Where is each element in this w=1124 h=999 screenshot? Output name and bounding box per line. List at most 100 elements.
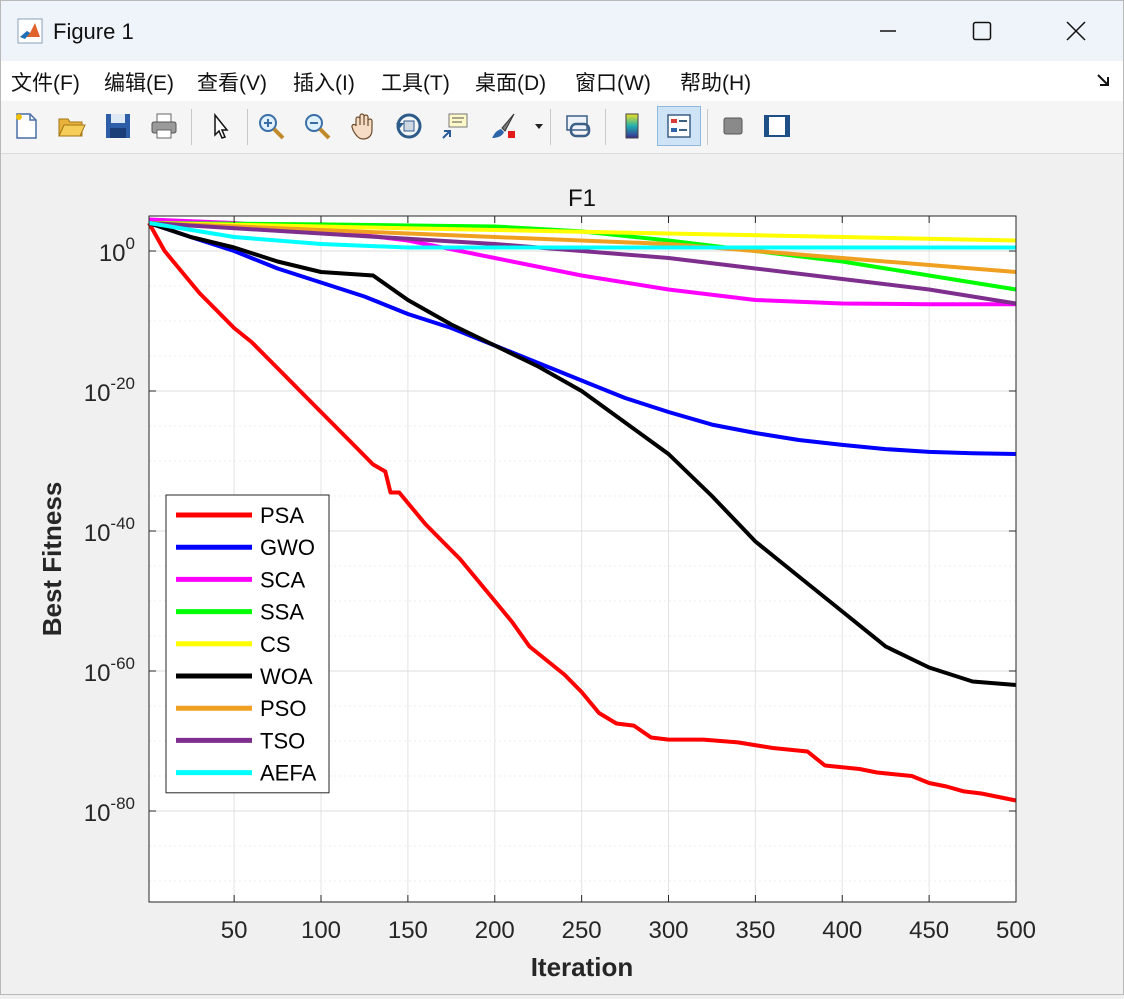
insert-colorbar-button[interactable]: [614, 108, 650, 144]
brush-button[interactable]: [485, 108, 521, 144]
x-tick-label: 300: [648, 917, 688, 944]
data-cursor-icon: [442, 113, 468, 139]
zoom-in-button[interactable]: [253, 108, 289, 144]
new-figure-button[interactable]: [8, 108, 44, 144]
show-plot-tools-button[interactable]: [759, 108, 795, 144]
print-button[interactable]: [146, 108, 182, 144]
colorbar-icon: [625, 113, 639, 139]
toolbar-separator: [605, 109, 606, 145]
legend-label: GWO: [260, 535, 315, 560]
legend-label: PSO: [260, 696, 306, 721]
save-button[interactable]: [100, 108, 136, 144]
legend[interactable]: PSA GWO SCA SSA CS WOA PSO TSO AEFA: [165, 494, 330, 794]
menu-insert[interactable]: 插入(I): [293, 72, 355, 95]
maximize-button[interactable]: [959, 9, 1005, 53]
menu-desktop[interactable]: 桌面(D): [475, 72, 547, 95]
zoom-out-icon: [305, 114, 331, 140]
series-line-ssa: [148, 221, 1017, 292]
menu-help[interactable]: 帮助(H): [680, 72, 752, 95]
series-line-psa: [147, 222, 1017, 803]
hide-plot-tools-icon: [723, 117, 743, 135]
figure-canvas: 50 100 150 200 250 300 350 400 450 500 100 10-20 10…: [1, 154, 1123, 994]
menu-view[interactable]: 查看(V): [197, 72, 267, 95]
window-title: Figure 1: [53, 19, 134, 44]
link-plot-icon: [566, 115, 591, 138]
save-icon: [106, 114, 130, 138]
legend-label: AEFA: [260, 761, 317, 786]
data-cursor-button[interactable]: [437, 108, 473, 144]
x-tick-label: 400: [822, 917, 862, 944]
series-line-cs: [148, 221, 1017, 243]
close-icon: [1066, 21, 1086, 41]
open-button[interactable]: [53, 108, 89, 144]
menu-file[interactable]: 文件(F): [11, 72, 80, 95]
toolbar-separator: [550, 109, 551, 145]
maximize-icon: [972, 21, 992, 41]
y-tick-label: 10-40: [84, 514, 135, 547]
show-plot-tools-icon: [764, 115, 790, 137]
toolbar-separator: [707, 109, 708, 145]
menu-bar: 文件(F) 编辑(E) 查看(V) 插入(I) 工具(T) 桌面(D) 窗口(W…: [1, 61, 1123, 101]
x-tick-label: 350: [735, 917, 775, 944]
x-tick-label: 100: [301, 917, 341, 944]
y-tick-label: 100: [99, 234, 135, 267]
axes-box: [148, 215, 1017, 903]
y-axis-ticks: 100 10-20 10-40 10-60 10-80: [84, 234, 1016, 827]
new-figure-icon: [16, 113, 37, 139]
legend-label: SCA: [260, 567, 306, 592]
y-tick-label: 10-20: [84, 374, 135, 407]
brush-icon: [492, 113, 515, 138]
y-axis-label: Best Fitness: [37, 482, 67, 637]
y-tick-label: 10-80: [84, 794, 135, 827]
legend-label: TSO: [260, 728, 305, 753]
x-tick-label: 150: [388, 917, 428, 944]
minimize-button[interactable]: [865, 9, 911, 53]
rotate-3d-button[interactable]: [391, 108, 427, 144]
chart-title: F1: [568, 185, 596, 212]
zoom-out-button[interactable]: [299, 108, 335, 144]
matlab-icon: [17, 18, 43, 44]
legend-icon: [667, 114, 691, 138]
edit-plot-button[interactable]: [202, 108, 238, 144]
dock-arrow-icon[interactable]: [1095, 71, 1113, 89]
x-tick-label: 200: [475, 917, 515, 944]
x-tick-label: 450: [909, 917, 949, 944]
figure-toolbar: [1, 101, 1123, 154]
open-folder-icon: [58, 118, 86, 137]
series-line-woa: [148, 221, 1017, 687]
menu-tools[interactable]: 工具(T): [381, 72, 450, 95]
legend-label: SSA: [260, 600, 304, 625]
close-button[interactable]: [1053, 9, 1099, 53]
legend-label: PSA: [260, 503, 304, 528]
pointer-icon: [214, 112, 229, 139]
x-tick-label: 50: [221, 917, 248, 944]
rotate-3d-icon: [396, 113, 422, 139]
line-chart: 50 100 150 200 250 300 350 400 450 500 10010-2010…: [37, 185, 1036, 982]
series-line-tso: [148, 221, 1017, 306]
minimize-icon: [880, 30, 896, 32]
hide-plot-tools-button[interactable]: [715, 108, 751, 144]
menu-window[interactable]: 窗口(W): [575, 72, 651, 95]
title-bar: Figure 1: [1, 1, 1123, 61]
series-line-gwo: [148, 221, 1017, 456]
x-axis-ticks: 50 100 150 200 250 300 350 400 450 500: [221, 216, 1036, 944]
insert-legend-button[interactable]: [657, 106, 701, 146]
print-icon: [151, 113, 177, 139]
x-tick-label: 250: [562, 917, 602, 944]
series-lines: [147, 217, 1017, 803]
link-plot-button[interactable]: [560, 108, 596, 144]
pan-hand-icon: [351, 113, 373, 140]
pan-button[interactable]: [345, 108, 381, 144]
brush-dropdown-icon[interactable]: [534, 123, 544, 131]
series-line-aefa: [148, 221, 1016, 250]
toolbar-separator: [247, 109, 248, 145]
y-tick-label: 10-60: [84, 654, 135, 687]
menu-edit[interactable]: 编辑(E): [104, 72, 174, 95]
x-axis-label: Iteration: [531, 952, 634, 982]
x-tick-label: 500: [996, 917, 1036, 944]
legend-label: WOA: [260, 664, 313, 689]
legend-label: CS: [260, 632, 291, 657]
toolbar-separator: [191, 109, 192, 145]
zoom-in-icon: [259, 114, 285, 140]
